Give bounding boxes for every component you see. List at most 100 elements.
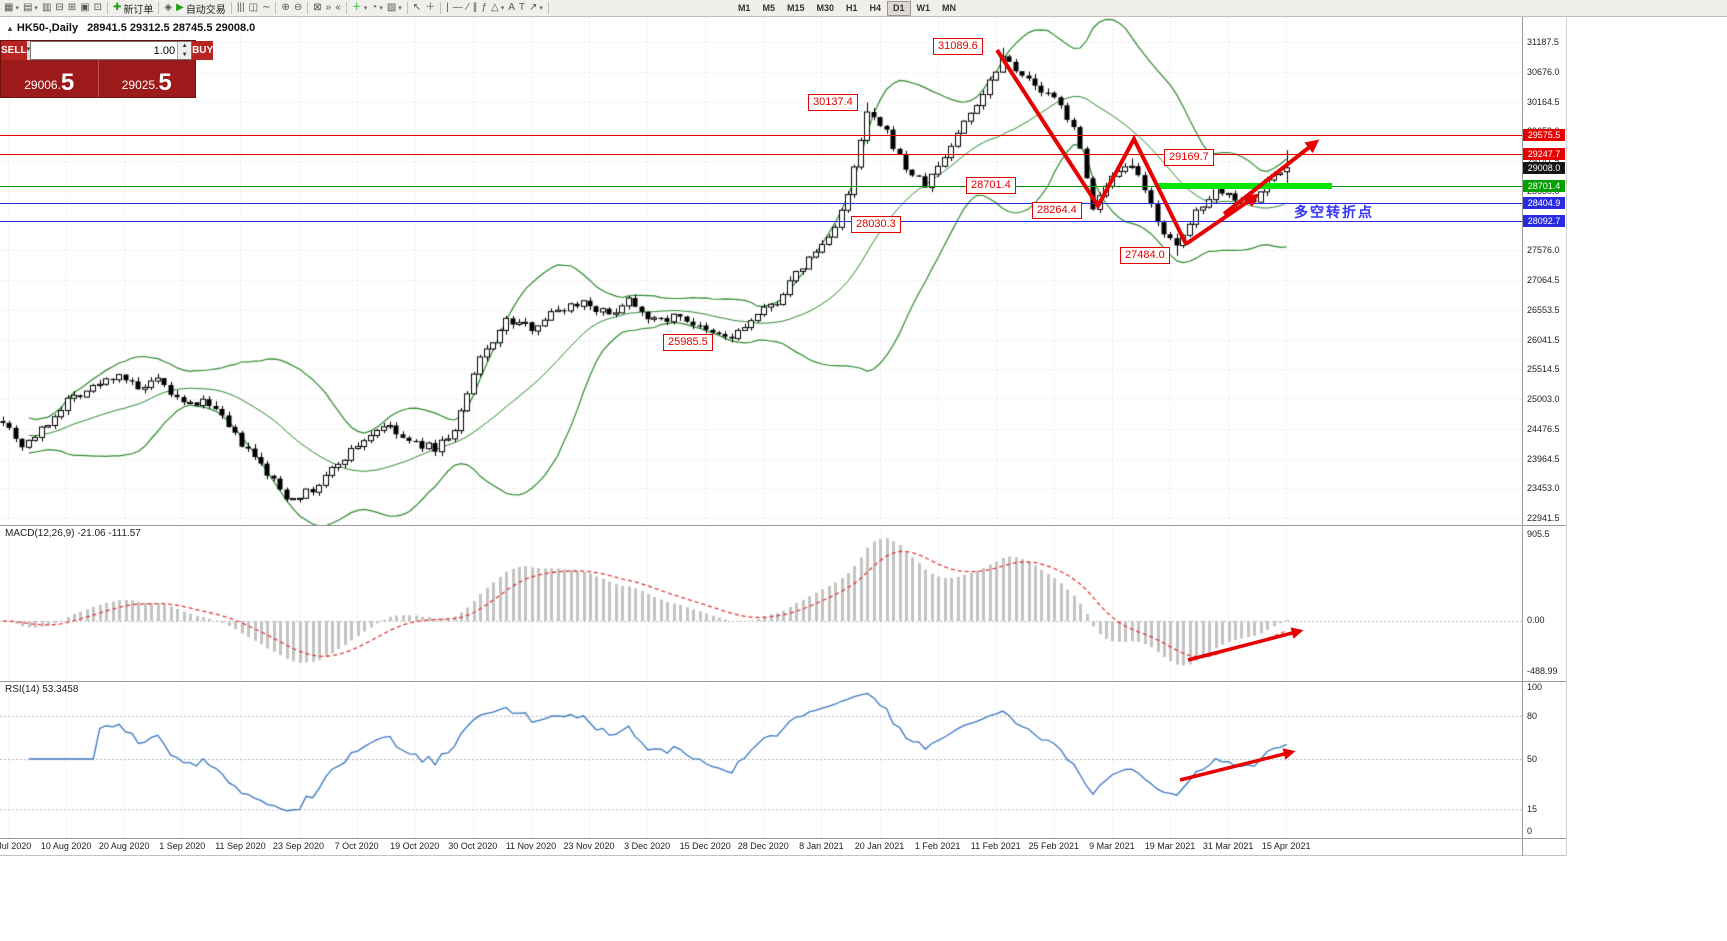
autotrading-button[interactable]: ▶ 自动交易 <box>174 1 228 16</box>
chart-symbol-period: HK50-,Daily <box>16 22 79 34</box>
zoom-out-button[interactable]: ⊖ <box>292 1 304 16</box>
shapes-button[interactable]: △ ▾ <box>489 1 506 16</box>
new-order-button[interactable]: ✚ 新订单 <box>111 1 155 16</box>
date-axis-label: 1 Feb 2021 <box>914 841 961 851</box>
volume-input[interactable] <box>31 42 178 59</box>
horizontal-line-button[interactable]: — <box>451 1 465 16</box>
navigator-button[interactable]: ⊞ <box>66 1 78 16</box>
metaeditor-button[interactable]: ◈ <box>162 1 174 16</box>
support-zone-bar[interactable] <box>1158 183 1332 189</box>
macd-axis-label: -488.99 <box>1527 666 1558 676</box>
timeframe-d1-button[interactable]: D1 <box>887 0 911 16</box>
line-chart-button[interactable]: ∼ <box>260 1 272 16</box>
arrows-tool-button[interactable]: ↗ ▾ <box>527 1 545 16</box>
rsi-axis-label: 15 <box>1527 804 1538 814</box>
toolbar-separator <box>158 2 160 14</box>
data-window-button[interactable]: ⊟ <box>53 1 65 16</box>
timeframe-m15-button[interactable]: M15 <box>781 1 811 16</box>
date-axis-label: 23 Sep 2020 <box>272 841 325 851</box>
date-axis-label: 23 Nov 2020 <box>563 841 615 851</box>
date-axis-label: 8 Jan 2021 <box>799 841 844 851</box>
sell-button[interactable]: SELL <box>1 41 27 60</box>
sell-dropdown-icon[interactable]: ▾ <box>26 41 31 60</box>
price-callout[interactable]: 25985.5 <box>663 334 713 351</box>
templates-button[interactable]: ▧ ▾ <box>385 1 404 16</box>
toolbar-separator <box>345 2 347 14</box>
date-axis-label: 1 Sep 2020 <box>159 841 206 851</box>
price-axis-tick: 26041.5 <box>1527 334 1560 345</box>
panel-separator[interactable] <box>0 681 1567 682</box>
vertical-line-icon: | <box>446 2 449 13</box>
panel-separator[interactable] <box>0 525 1567 526</box>
price-level-line[interactable] <box>0 203 1522 204</box>
bars-chart-button[interactable]: ||| <box>235 1 247 16</box>
timeframe-w1-button[interactable]: W1 <box>911 1 937 16</box>
candles-chart-button[interactable]: ◫ <box>247 1 260 16</box>
macd-panel-canvas[interactable] <box>0 525 1522 681</box>
profiles-button[interactable]: ▤ ▾ <box>21 1 40 16</box>
one-click-trading-panel: SELL ▾ ▲▼ BUY 29006.5 29025.5 <box>0 40 214 98</box>
date-axis-label: 3 Dec 2020 <box>624 841 671 851</box>
chart-shift-button[interactable]: « <box>333 1 343 16</box>
vertical-line-button[interactable]: | <box>444 1 451 16</box>
price-callout[interactable]: 27484.0 <box>1120 247 1170 264</box>
tile-windows-icon: ⊠ <box>313 2 322 13</box>
timeframe-mn-button[interactable]: MN <box>936 1 962 16</box>
timeframe-m5-button[interactable]: M5 <box>756 1 781 16</box>
cursor-button[interactable]: ↖ <box>411 1 423 16</box>
timeframe-h1-button[interactable]: H1 <box>840 1 864 16</box>
price-axis-tick: 27576.0 <box>1527 245 1560 256</box>
price-axis-tick: 23453.0 <box>1527 483 1560 494</box>
rsi-axis-label: 100 <box>1527 682 1543 692</box>
price-callout[interactable]: 28701.4 <box>966 177 1016 194</box>
price-level-line[interactable] <box>0 186 1522 187</box>
buy-button[interactable]: BUY <box>192 41 214 60</box>
price-axis-tick: 27064.5 <box>1527 275 1560 285</box>
price-level-line[interactable] <box>0 135 1522 136</box>
timeframe-m1-button[interactable]: M1 <box>732 1 757 16</box>
terminal-button[interactable]: ▣ <box>78 1 91 16</box>
new-chart-button[interactable]: ▦ ▾ <box>2 1 21 16</box>
price-tag: 28404.9 <box>1523 197 1565 209</box>
zoom-in-button[interactable]: ⊕ <box>279 1 291 16</box>
tile-windows-button[interactable]: ⊠ <box>311 1 323 16</box>
volume-up-icon[interactable]: ▲ <box>178 42 192 51</box>
new-order-button-label: 新订单 <box>123 4 154 16</box>
timeframe-m30-button[interactable]: M30 <box>810 1 840 16</box>
periods-button[interactable]: ◔ ▾ <box>369 1 385 16</box>
market-watch-icon: ▥ <box>41 2 52 13</box>
market-watch-button[interactable]: ▥ <box>40 1 53 16</box>
trendline-button[interactable]: ∕ <box>465 1 471 16</box>
price-callout[interactable]: 28264.4 <box>1032 202 1082 219</box>
price-callout[interactable]: 28030.3 <box>851 216 901 233</box>
data-window-icon: ⊟ <box>55 2 64 13</box>
rsi-label: RSI(14) 53.3458 <box>5 684 79 695</box>
date-axis-label: 11 Nov 2020 <box>505 841 557 851</box>
timeframe-h4-button[interactable]: H4 <box>864 1 888 16</box>
toolbar-separator <box>230 2 232 14</box>
rsi-panel-canvas[interactable] <box>0 681 1522 838</box>
price-callout[interactable]: 29169.7 <box>1164 149 1214 166</box>
toolbar-separator <box>107 2 109 14</box>
price-callout[interactable]: 30137.4 <box>808 94 858 111</box>
price-chart-canvas[interactable] <box>0 17 1522 525</box>
price-callout[interactable]: 31089.6 <box>933 38 983 55</box>
fibonacci-button[interactable]: ƒ <box>479 1 489 16</box>
toolbar-separator <box>440 2 442 14</box>
indicators-button[interactable]: ＋ ▾ <box>350 1 370 16</box>
label-button[interactable]: T <box>517 1 527 16</box>
price-level-line[interactable] <box>0 221 1522 222</box>
shapes-icon: △ <box>491 2 499 13</box>
window-right-edge <box>1566 17 1567 856</box>
bid-price[interactable]: 29006. 5 <box>1 60 99 97</box>
crosshair-button[interactable]: ＋ <box>423 1 437 16</box>
channel-button[interactable]: ∥ <box>470 1 479 16</box>
terminal-icon: ▣ <box>80 2 90 13</box>
volume-down-icon[interactable]: ▼ <box>178 50 192 59</box>
strategy-tester-button[interactable]: ⊡ <box>92 1 104 16</box>
text-button[interactable]: A <box>506 1 517 16</box>
window-edge <box>0 855 1567 856</box>
price-level-line[interactable] <box>0 154 1522 155</box>
auto-scroll-button[interactable]: » <box>324 1 334 16</box>
ask-price[interactable]: 29025. 5 <box>121 69 172 96</box>
